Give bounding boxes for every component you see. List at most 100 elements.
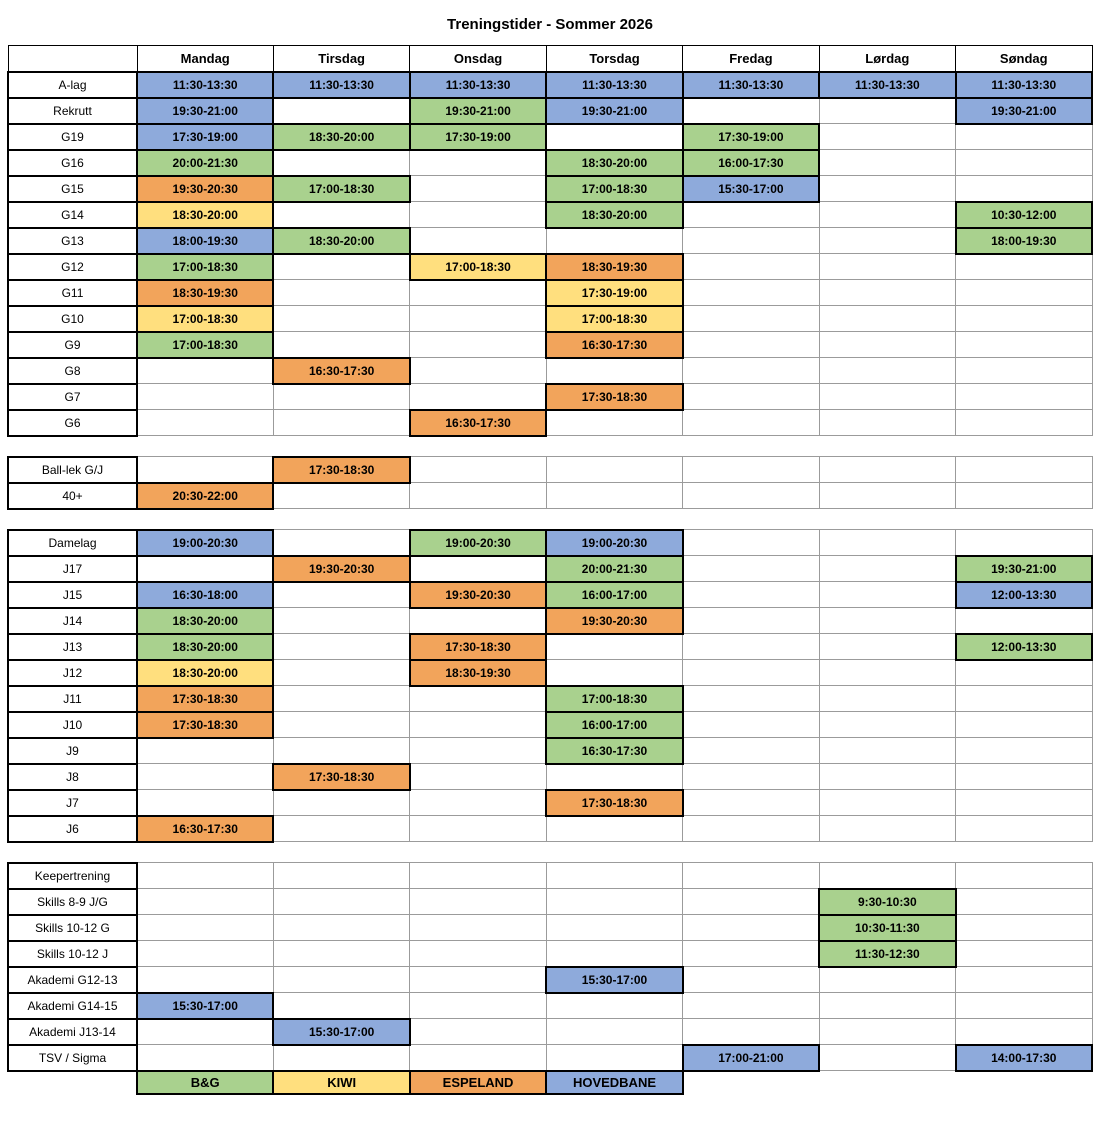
team-label: G9	[7, 330, 138, 359]
empty-cell	[955, 279, 1093, 306]
schedule-row: Rekrutt 19:30-21:00 19:30-21:00 19:30-21:00…	[7, 96, 1094, 125]
schedule-row: 40+ 20:30-22:00	[7, 481, 1093, 510]
empty-cell	[818, 789, 957, 816]
empty-cell	[409, 305, 547, 332]
empty-cell	[272, 253, 411, 280]
training-slot: 19:30-21:00	[135, 96, 275, 125]
team-label: J7	[7, 788, 138, 817]
training-slot: 19:00-20:30	[135, 528, 275, 557]
schedule-row: G11 18:30-19:30 17:30-19:00	[7, 278, 1093, 307]
empty-cell	[272, 97, 411, 124]
training-slot: 11:30-13:30	[408, 70, 548, 99]
team-label: G8	[7, 356, 138, 385]
empty-cell	[955, 966, 1093, 993]
legend-item: HOVEDBANE	[545, 1069, 684, 1095]
empty-cell	[409, 1018, 547, 1045]
empty-cell	[136, 1018, 274, 1045]
schedule-row: Damelag 19:00-20:30 19:00-20:30 19:00-20:30	[7, 528, 1093, 557]
training-slot: 17:30-19:00	[135, 122, 275, 151]
empty-cell	[818, 175, 957, 202]
schedule-row: G7 17:30-18:30	[7, 382, 1093, 411]
empty-cell	[545, 482, 684, 509]
training-slot: 18:30-20:00	[272, 122, 411, 151]
empty-cell	[272, 529, 411, 556]
empty-cell	[818, 97, 957, 124]
empty-cell	[955, 409, 1093, 436]
team-label: 40+	[7, 481, 138, 510]
day-header-sondag: Søndag	[955, 45, 1093, 72]
empty-cell	[136, 357, 274, 384]
empty-cell	[955, 789, 1093, 816]
team-label: J15	[7, 580, 138, 609]
schedule-row: J6 16:30-17:30	[7, 814, 1093, 843]
training-slot: 9:30-10:30	[818, 887, 957, 916]
empty-cell	[272, 482, 411, 509]
empty-cell	[545, 409, 684, 436]
training-slot: 17:30-19:00	[408, 122, 548, 151]
empty-cell	[272, 383, 411, 410]
empty-cell	[545, 633, 684, 660]
training-slot: 17:30-19:00	[545, 278, 684, 307]
spacer-row	[8, 435, 1092, 457]
training-slot: 17:30-18:30	[545, 788, 684, 817]
empty-cell	[955, 763, 1093, 790]
empty-cell	[682, 888, 820, 915]
schedule-row: J14 18:30-20:00 19:30-20:30	[7, 606, 1093, 635]
empty-cell	[818, 331, 957, 358]
empty-cell	[682, 279, 820, 306]
training-slot: 17:30-18:30	[135, 710, 275, 739]
empty-cell	[409, 992, 547, 1019]
empty-cell	[409, 456, 547, 483]
empty-cell	[682, 711, 820, 738]
empty-cell	[409, 383, 547, 410]
empty-cell	[955, 737, 1093, 764]
training-slot: 19:30-20:30	[135, 174, 275, 203]
empty-cell	[272, 149, 411, 176]
empty-cell	[682, 305, 820, 332]
team-label: G14	[7, 200, 138, 229]
empty-cell	[409, 940, 547, 967]
empty-cell	[955, 940, 1093, 967]
training-slot: 19:30-21:00	[954, 554, 1094, 583]
empty-cell	[682, 1018, 820, 1045]
empty-cell	[818, 357, 957, 384]
spacer-cell	[8, 841, 1092, 863]
spacer-cell	[8, 435, 1092, 457]
empty-cell	[545, 659, 684, 686]
empty-cell	[818, 711, 957, 738]
training-slot: 17:30-18:30	[545, 382, 684, 411]
training-slot: 15:30-17:00	[272, 1017, 411, 1046]
training-slot: 17:30-18:30	[408, 632, 548, 661]
empty-cell	[272, 633, 411, 660]
training-slot: 16:30-17:30	[135, 814, 275, 843]
empty-cell	[682, 914, 820, 941]
legend-empty-cell	[8, 1070, 137, 1094]
empty-cell	[409, 1044, 547, 1071]
empty-cell	[682, 555, 820, 582]
empty-cell	[272, 966, 411, 993]
empty-cell	[545, 1018, 684, 1045]
empty-cell	[409, 607, 547, 634]
legend-empty-cell	[819, 1070, 956, 1094]
training-slot: 16:30-17:30	[545, 736, 684, 765]
empty-cell	[272, 888, 411, 915]
empty-cell	[682, 607, 820, 634]
empty-cell	[955, 383, 1093, 410]
empty-cell	[955, 862, 1093, 889]
empty-cell	[955, 123, 1093, 150]
training-slot: 19:00-20:30	[408, 528, 548, 557]
schedule-row: J13 18:30-20:00 17:30-18:30 12:00-13:30	[7, 632, 1094, 661]
schedule-row: G13 18:00-19:30 18:30-20:00 18:00-19:30	[7, 226, 1094, 255]
team-label: Akademi J13-14	[7, 1017, 138, 1046]
empty-cell	[409, 482, 547, 509]
empty-cell	[409, 331, 547, 358]
empty-cell	[545, 763, 684, 790]
training-slot: 17:30-18:30	[272, 762, 411, 791]
schedule-row: TSV / Sigma 17:00-21:00 14:00-17:30	[7, 1043, 1094, 1072]
schedule-row: G8 16:30-17:30	[7, 356, 1093, 385]
empty-cell	[682, 409, 820, 436]
empty-cell	[682, 201, 820, 228]
team-label: Skills 10-12 J	[7, 939, 138, 968]
empty-cell	[409, 737, 547, 764]
training-slot: 10:30-11:30	[818, 913, 957, 942]
